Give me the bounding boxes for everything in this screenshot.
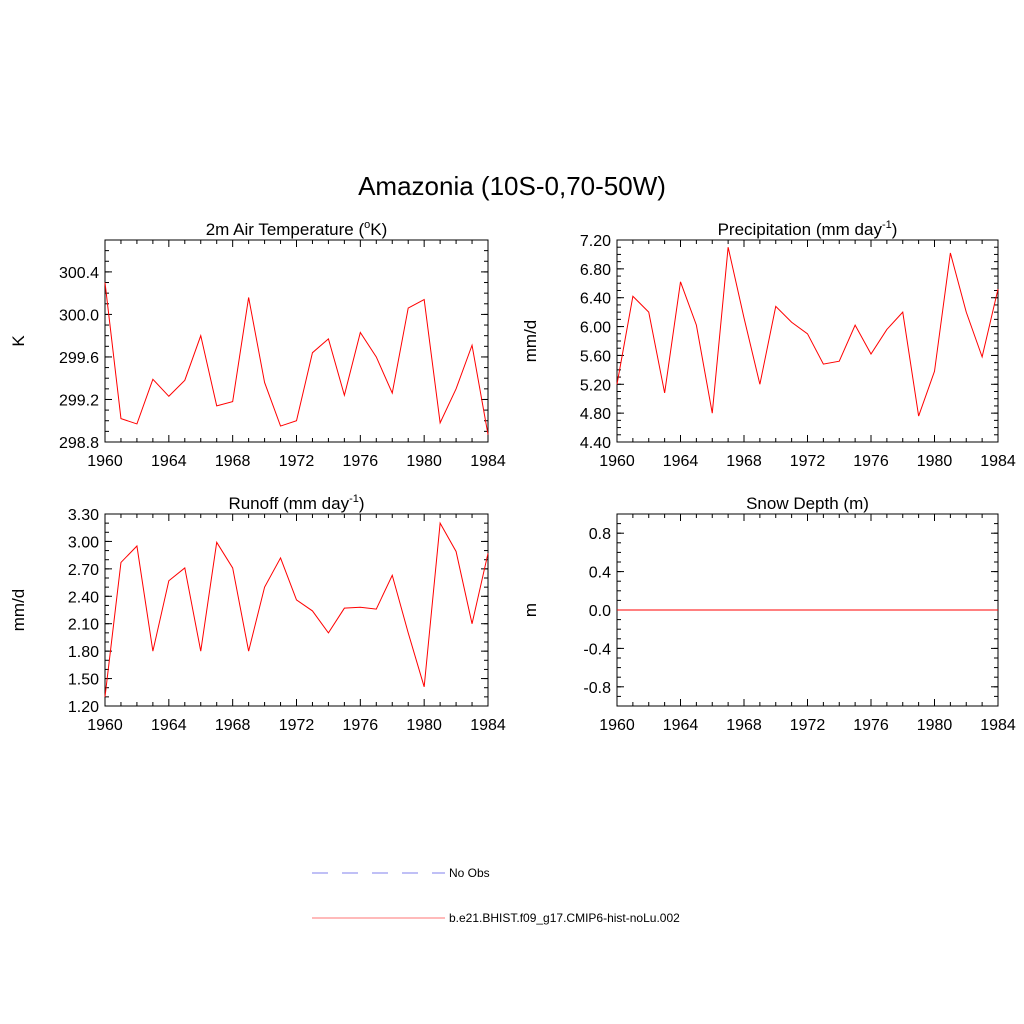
y-tick-label: 300.0 <box>59 307 99 324</box>
series-line-1 <box>616 247 999 417</box>
x-tick-label: 1960 <box>87 717 123 734</box>
x-tick-label: 1964 <box>151 717 187 734</box>
x-tick-label: 1972 <box>279 453 315 470</box>
y-tick-label: 0.0 <box>589 603 611 620</box>
y-tick-label: 299.2 <box>59 392 99 409</box>
legend-label-2: b.e21.BHIST.f09_g17.CMIP6-hist-noLu.002 <box>449 911 680 925</box>
y-tick-label: 6.00 <box>580 320 611 337</box>
x-tick-label: 1964 <box>151 453 187 470</box>
y-tick-label: 3.30 <box>68 507 99 524</box>
y-axis-label: m <box>521 603 540 617</box>
y-axis-label: K <box>9 335 28 347</box>
x-tick-label: 1960 <box>599 453 635 470</box>
x-tick-label: 1980 <box>917 453 953 470</box>
y-tick-label: 2.70 <box>68 562 99 579</box>
x-tick-label: 1972 <box>790 717 826 734</box>
y-tick-label: 4.80 <box>580 406 611 423</box>
panel-2: Precipitation (mm day-1) 1960 1964 1968 1972… <box>521 219 1016 470</box>
x-tick-label: 1976 <box>853 453 889 470</box>
x-tick-label: 1976 <box>343 717 379 734</box>
y-tick-label: 0.4 <box>589 565 611 582</box>
x-tick-label: 1968 <box>215 717 251 734</box>
plot-frame <box>104 239 489 443</box>
legend: No Obs b.e21.BHIST.f09_g17.CMIP6-hist-noL… <box>312 866 680 925</box>
y-tick-label: 6.40 <box>580 291 611 308</box>
x-tick-label: 1984 <box>980 453 1016 470</box>
panel-1: 2m Air Temperature (oK) 1960 1964 1968 1972 1… <box>9 219 506 470</box>
y-tick-label: -0.4 <box>583 641 611 658</box>
x-tick-label: 1984 <box>980 717 1016 734</box>
y-axis-label: mm/d <box>521 320 540 363</box>
panel-title: Runoff (mm day-1) <box>228 493 364 513</box>
y-tick-label: 2.10 <box>68 617 99 634</box>
y-tick-label: 299.6 <box>59 350 99 367</box>
figure-title: Amazonia (10S-0,70-50W) <box>358 171 666 201</box>
y-tick-label: 5.20 <box>580 377 611 394</box>
y-tick-label: 1.20 <box>68 699 99 716</box>
x-tick-label: 1972 <box>790 453 826 470</box>
x-tick-label: 1976 <box>343 453 379 470</box>
x-tick-label: 1984 <box>470 453 506 470</box>
x-tick-label: 1976 <box>853 717 889 734</box>
y-tick-label: 4.40 <box>580 435 611 452</box>
y-tick-label: 7.20 <box>580 233 611 250</box>
plot-frame <box>616 239 999 443</box>
y-tick-label: 1.50 <box>68 672 99 689</box>
panel-title: Snow Depth (m) <box>746 494 869 513</box>
y-tick-label: 5.60 <box>580 348 611 365</box>
x-tick-label: 1960 <box>87 453 123 470</box>
y-tick-label: 0.8 <box>589 526 611 543</box>
x-tick-label: 1980 <box>917 717 953 734</box>
y-tick-label: 3.00 <box>68 534 99 551</box>
x-tick-label: 1980 <box>406 717 442 734</box>
x-tick-label: 1972 <box>279 717 315 734</box>
y-tick-label: 300.4 <box>59 265 99 282</box>
x-tick-label: 1964 <box>663 717 699 734</box>
x-tick-label: 1960 <box>599 717 635 734</box>
y-tick-label: 2.40 <box>68 589 99 606</box>
series-line-1 <box>104 521 489 697</box>
x-tick-label: 1984 <box>470 717 506 734</box>
panel-3: Runoff (mm day-1) 1960 1964 1968 1972 1976 198… <box>9 493 506 734</box>
x-tick-label: 1968 <box>215 453 251 470</box>
x-tick-label: 1964 <box>663 453 699 470</box>
panel-title: Precipitation (mm day-1) <box>718 219 898 239</box>
y-tick-label: -0.8 <box>583 680 611 697</box>
panel-4: Snow Depth (m) 1960 1964 1968 1972 1976 1980 19… <box>521 494 1016 734</box>
x-tick-label: 1968 <box>726 717 762 734</box>
x-tick-label: 1968 <box>726 453 762 470</box>
y-tick-label: 1.80 <box>68 644 99 661</box>
y-tick-label: 298.8 <box>59 435 99 452</box>
series-line-1 <box>104 282 489 435</box>
legend-label-1: No Obs <box>449 866 490 880</box>
y-axis-label: mm/d <box>9 589 28 632</box>
x-tick-label: 1980 <box>406 453 442 470</box>
panel-title: 2m Air Temperature (oK) <box>206 219 388 239</box>
y-tick-label: 6.80 <box>580 262 611 279</box>
